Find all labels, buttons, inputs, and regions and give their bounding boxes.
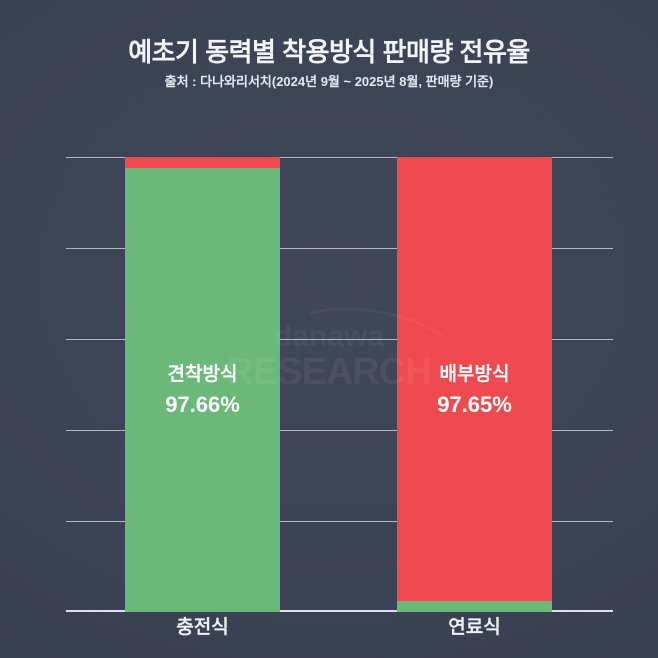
gridline (66, 339, 613, 340)
gridline (66, 248, 613, 249)
bar-label-percentage: 97.65% (437, 392, 512, 417)
chart-source-note: 출처 : 다나와리서치(2024년 9월 ~ 2025년 8월, 판매량 기준) (164, 74, 494, 89)
bar-label-percentage: 97.66% (165, 392, 240, 417)
bar-segment-backpack-type (125, 157, 280, 168)
gridline (66, 430, 613, 431)
chart-header: 예초기 동력별 착용방식 판매량 전유율 출처 : 다나와리서치(2024년 9… (0, 0, 658, 90)
chart-title: 예초기 동력별 착용방식 판매량 전유율 (128, 37, 530, 67)
bar-value-label: 견착방식 97.66% (125, 361, 280, 422)
gridline (66, 157, 613, 158)
bar-label-series-name: 배부방식 (439, 364, 510, 385)
chart-plot-area: 견착방식 97.66% 배부방식 97.65% (66, 157, 613, 612)
category-label-fuel-type: 연료식 (448, 617, 501, 638)
x-axis-line (66, 610, 613, 612)
bar-segment-shoulder-strap-type (125, 167, 280, 612)
stacked-bar-battery-type: 견착방식 97.66% (125, 157, 280, 612)
stacked-bar-fuel-type: 배부방식 97.65% (397, 157, 552, 612)
bar-segment-backpack-type (397, 157, 552, 602)
category-axis-labels: 충전식 연료식 (66, 616, 613, 642)
bar-segment-shoulder-strap-type (397, 601, 552, 612)
category-label-battery-type: 충전식 (176, 617, 229, 638)
gridline (66, 521, 613, 522)
bar-value-label: 배부방식 97.65% (397, 361, 552, 422)
bar-label-series-name: 견착방식 (167, 364, 238, 385)
